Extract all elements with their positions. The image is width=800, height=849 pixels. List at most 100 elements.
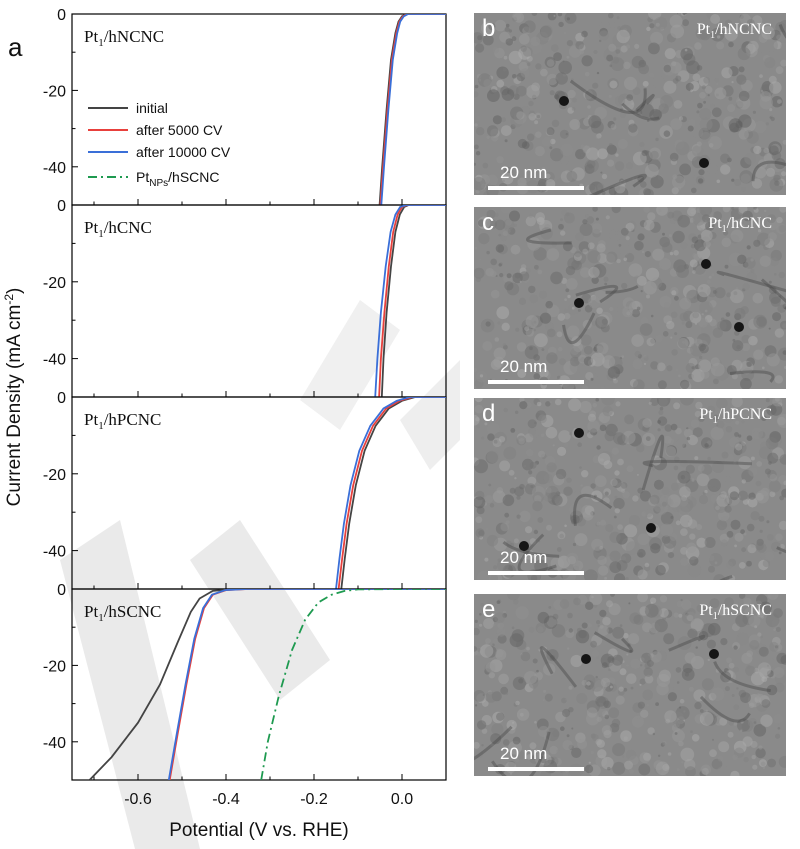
- tem-grain: [527, 476, 537, 486]
- tem-grain: [595, 675, 598, 679]
- tem-grain: [747, 544, 757, 554]
- tem-grain: [520, 264, 527, 270]
- tem-grain: [602, 406, 613, 417]
- tem-grain: [486, 450, 499, 463]
- tem-grain: [696, 537, 707, 548]
- tem-grain: [534, 146, 545, 157]
- tem-grain: [696, 110, 700, 114]
- tem-grain: [734, 179, 742, 186]
- tem-fiber: [491, 731, 551, 776]
- tem-grain: [736, 687, 739, 690]
- tem-grain: [515, 700, 520, 706]
- tem-grain: [678, 374, 681, 378]
- tem-grain: [723, 230, 729, 236]
- tem-grain: [676, 681, 680, 684]
- tem-grain: [479, 374, 484, 378]
- tem-grain: [689, 533, 696, 540]
- tem-grain: [748, 492, 756, 500]
- tem-grain: [498, 436, 506, 443]
- tem-grain: [564, 212, 575, 224]
- tem-grain: [743, 532, 747, 536]
- tem-grain: [699, 711, 714, 726]
- tem-grain: [571, 727, 574, 730]
- tem-grain: [690, 419, 700, 428]
- tem-grain: [702, 214, 711, 223]
- tem-grain: [701, 313, 704, 316]
- tem-grain: [748, 335, 758, 346]
- tem-grain: [699, 108, 712, 121]
- tem-grain: [734, 432, 739, 437]
- tem-grain: [705, 412, 710, 417]
- tem-grain: [474, 404, 484, 414]
- tem-grain: [698, 317, 709, 328]
- tem-grain: [701, 678, 714, 691]
- series-line-after-5000-cv: [379, 14, 446, 205]
- tem-grain: [510, 244, 521, 255]
- tem-fiber: [635, 94, 655, 112]
- tem-grain: [691, 478, 695, 482]
- tem-grain: [716, 765, 731, 776]
- tem-grain: [782, 139, 786, 145]
- tem-grain: [728, 41, 734, 48]
- tem-grain: [697, 178, 704, 184]
- tem-grain: [707, 94, 710, 97]
- tem-grain: [703, 76, 711, 84]
- tem-grain: [549, 90, 555, 96]
- tem-grain: [746, 271, 757, 283]
- tem-grain: [645, 267, 660, 282]
- tem-grain: [758, 646, 769, 657]
- tem-grain: [648, 401, 652, 405]
- tem-grain: [616, 16, 620, 20]
- tem-grain: [549, 745, 558, 755]
- tem-grain: [496, 79, 505, 88]
- tem-grain: [677, 214, 690, 228]
- tem-grain: [596, 243, 606, 253]
- tem-grain: [582, 219, 588, 225]
- tem-grain: [636, 306, 641, 311]
- tem-grain: [620, 488, 626, 493]
- tem-grain: [476, 570, 491, 580]
- tem-grain: [570, 356, 580, 367]
- tem-grain: [479, 623, 483, 627]
- tem-grain: [699, 207, 712, 216]
- tem-grain: [474, 619, 478, 623]
- pt-atom: [699, 158, 709, 168]
- series-line-after-5000-cv: [378, 205, 446, 397]
- tem-grain: [716, 82, 719, 86]
- tem-grain: [646, 337, 656, 347]
- tem-grain: [777, 99, 782, 104]
- tem-grain: [754, 166, 767, 179]
- tem-grain: [579, 49, 585, 55]
- tem-grain: [650, 601, 653, 605]
- tem-grain: [730, 229, 744, 243]
- tem-grain: [761, 415, 767, 421]
- subplot-2: 0 -20 -40 Pt1/hCNC: [43, 198, 447, 398]
- tem-grain: [489, 270, 497, 278]
- pt-atom: [734, 322, 744, 332]
- tem-grain: [756, 51, 763, 57]
- tem-grain: [746, 665, 751, 669]
- tem-grain: [566, 17, 570, 21]
- tem-grain: [768, 480, 781, 493]
- tem-grain: [526, 646, 530, 651]
- tem-grain: [475, 516, 483, 524]
- tem-grain: [609, 306, 614, 312]
- tem-grain: [640, 664, 643, 667]
- tem-grain: [746, 435, 753, 441]
- tem-grain: [484, 422, 488, 426]
- tem-grain: [589, 678, 604, 692]
- tem-grain: [547, 13, 557, 21]
- tem-grain: [603, 730, 612, 739]
- tem-grain: [731, 81, 734, 84]
- tem-grain: [774, 645, 779, 649]
- tem-grain: [474, 459, 488, 474]
- tem-grain: [694, 701, 702, 710]
- tem-grain: [738, 490, 748, 501]
- tem-fiber: [641, 434, 665, 491]
- tem-grain: [620, 108, 623, 111]
- tem-grain: [752, 110, 756, 114]
- tem-grain: [761, 699, 771, 708]
- tem-grain: [540, 770, 551, 776]
- tem-grain: [691, 368, 705, 383]
- tem-grain: [753, 721, 757, 724]
